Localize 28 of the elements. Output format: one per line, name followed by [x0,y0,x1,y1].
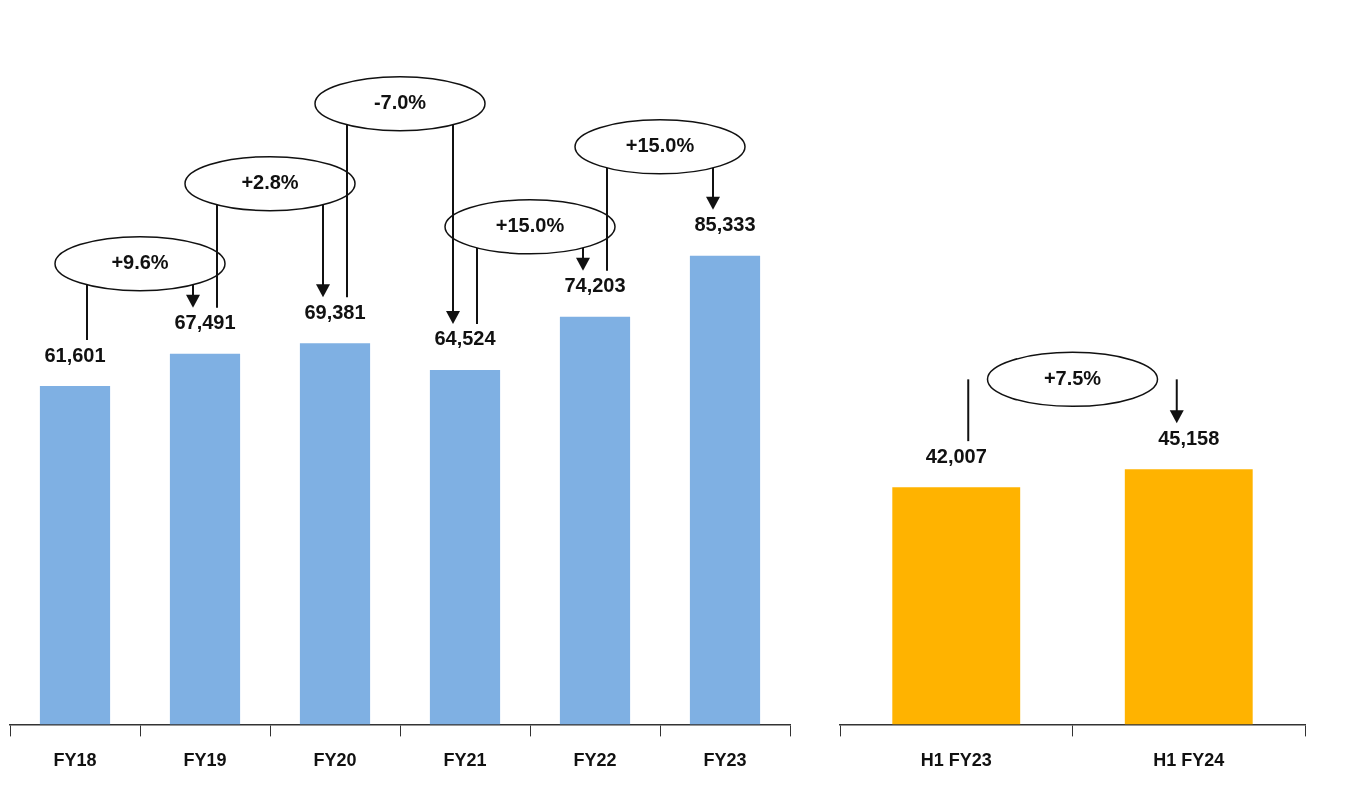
data-label: 74,203 [564,274,626,297]
bar [299,343,371,725]
data-label: 64,524 [434,327,497,350]
text: +15.0% [495,214,565,237]
data-label: 69,381 [304,300,366,323]
x-tick-label: FY19 [183,750,227,771]
bar [429,369,501,725]
x-tick-label: H1 FY23 [920,750,992,771]
data-label: 67,491 [174,311,236,334]
x-tick-label: H1 FY24 [1153,750,1225,771]
bar [559,316,631,725]
x-tick-label: FY21 [443,750,487,771]
x-tick-label: FY20 [313,750,357,771]
bar [169,353,241,725]
data-label: 45,158 [1158,426,1220,449]
bar [689,255,761,725]
annotation: +9.6% [111,251,169,274]
text: -7.0% [373,91,427,114]
x-tick-label: FY23 [703,750,747,771]
data-label: 85,333 [694,213,756,236]
x-tick-label: FY18 [53,750,97,771]
x-tick-label: FY22 [573,750,617,771]
data-label: 42,007 [925,444,987,467]
text: +7.5% [1043,366,1102,389]
text: +2.8% [241,171,299,194]
bar [39,386,111,725]
data-label: 61,601 [44,343,106,366]
text: +15.0% [625,134,695,157]
